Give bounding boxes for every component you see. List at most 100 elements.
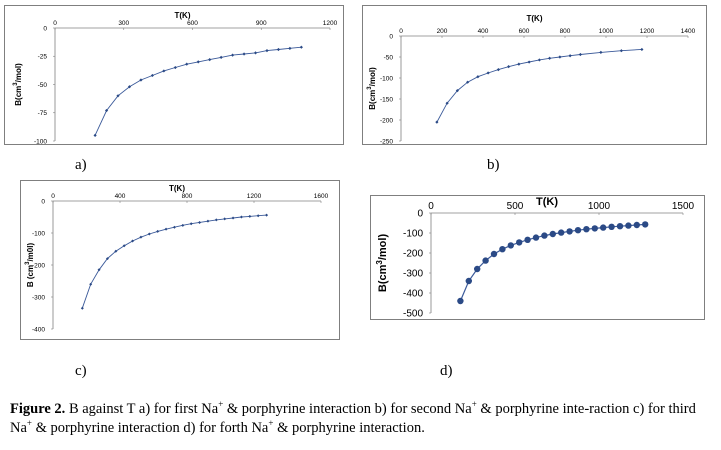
y-axis-title-main: B (cm <box>26 265 35 287</box>
x-tick-label: 1400 <box>681 28 696 35</box>
data-point <box>248 214 252 218</box>
y-tick-label: -75 <box>38 110 48 117</box>
panel-label-d: d) <box>440 363 453 379</box>
x-tick-label: 1200 <box>640 28 655 35</box>
data-point <box>486 71 490 75</box>
x-tick-label: 1200 <box>247 193 262 200</box>
data-point <box>89 282 93 286</box>
y-tick-label: -500 <box>403 309 423 320</box>
y-tick-label: -200 <box>32 262 45 269</box>
data-point <box>206 219 210 223</box>
x-tick-label: 1000 <box>588 201 611 212</box>
y-axis-title-sup: 3 <box>367 86 373 90</box>
y-axis-title: B (cm3/m0l) <box>25 243 35 288</box>
data-point <box>173 65 177 70</box>
data-point <box>219 55 223 59</box>
panel-label-c: c) <box>75 363 87 379</box>
data-point <box>549 230 556 238</box>
chart-panel-c: 0 400 800 1200 1600 0 -100 -200 -300 -400 T(K) B (c… <box>20 180 340 340</box>
data-point <box>242 52 246 56</box>
data-point <box>122 244 126 248</box>
y-axis-title: B(cm3/mol) <box>367 67 377 110</box>
data-point <box>507 65 511 69</box>
data-point <box>608 223 615 230</box>
data-point <box>196 60 200 64</box>
caption-part-4: & porphyrine interaction d) for forth Na <box>32 420 269 436</box>
x-tick-label: 0 <box>51 193 55 200</box>
x-axis-title: T(K) <box>527 14 543 23</box>
x-tick-label: 200 <box>437 28 448 35</box>
data-point <box>583 226 590 233</box>
x-tick-label: 600 <box>519 28 530 35</box>
x-tick-label: 500 <box>507 201 524 212</box>
y-tick-label: -300 <box>403 269 423 280</box>
y-tick-label: -150 <box>380 96 393 103</box>
data-point <box>496 68 500 72</box>
data-point <box>445 101 449 105</box>
data-point <box>633 221 640 229</box>
x-tick-label: 1000 <box>599 28 614 35</box>
y-tick-label: -200 <box>403 249 423 260</box>
x-tick-label: 900 <box>256 20 267 27</box>
data-point <box>208 58 212 62</box>
data-point <box>568 54 572 58</box>
charge-sup-2: + <box>471 399 477 410</box>
y-axis-title-main: B(cm <box>368 90 377 110</box>
data-point <box>185 62 189 66</box>
series-line <box>436 48 642 123</box>
data-point <box>164 227 168 231</box>
charge-sup-4: + <box>268 418 274 429</box>
x-tick-label: 400 <box>478 28 489 35</box>
data-point <box>147 232 151 236</box>
x-tick-label: 1600 <box>314 193 329 200</box>
data-point <box>131 239 135 243</box>
data-point <box>93 133 97 137</box>
x-tick-label: 0 <box>53 20 57 27</box>
y-axis-title-tail: /m0l) <box>26 243 35 262</box>
data-point <box>548 56 552 60</box>
x-tick-label: 400 <box>115 193 126 200</box>
y-axis-title-main: B(cm <box>14 86 23 106</box>
data-point <box>435 120 439 124</box>
data-point <box>558 229 565 236</box>
y-tick-label: -250 <box>380 138 393 145</box>
data-point <box>619 49 623 53</box>
data-point <box>532 234 540 241</box>
y-tick-label: -100 <box>380 75 393 82</box>
data-point <box>490 250 498 258</box>
panel-label-a: a) <box>75 157 87 173</box>
x-tick-label: 1200 <box>323 20 338 27</box>
x-axis-title: T(K) <box>169 184 185 193</box>
data-point <box>139 78 143 82</box>
data-point <box>256 214 260 218</box>
y-tick-label: -100 <box>403 229 423 240</box>
y-tick-label: -300 <box>32 294 45 301</box>
x-axis-title: T(K) <box>536 196 558 208</box>
figure-caption: Figure 2. B against T a) for first Na+ &… <box>10 400 710 438</box>
x-tick-label: 800 <box>560 28 571 35</box>
data-point <box>105 257 109 261</box>
data-point <box>558 55 562 59</box>
y-axis-title-main: B(cm <box>377 264 389 292</box>
data-point <box>276 47 281 52</box>
y-axis-title: B(cm3/mol) <box>375 234 389 293</box>
data-point <box>288 46 292 50</box>
chart-a-svg: 0 300 600 900 1200 0 -25 -50 -75 -100 T(K) B(cm3/mo… <box>13 11 338 145</box>
y-tick-label: -400 <box>403 289 423 300</box>
chart-panel-b: 0 200 400 600 800 1000 1200 1400 0 -50 -100 -150 -20… <box>362 5 707 145</box>
y-tick-label: -50 <box>384 54 394 61</box>
y-tick-label: -200 <box>380 117 393 124</box>
data-point <box>231 216 235 220</box>
y-axis-title-tail: /mol) <box>377 234 389 261</box>
chart-c-svg: 0 400 800 1200 1600 0 -100 -200 -300 -400 T(K) B (c… <box>25 184 329 333</box>
data-point <box>239 215 243 219</box>
y-axis-title-sup: 3 <box>25 261 31 265</box>
caption-part-2: & porphyrine interaction b) for second N… <box>223 401 472 417</box>
y-tick-label: 0 <box>41 198 45 205</box>
x-tick-label: 1500 <box>672 201 695 212</box>
data-point <box>591 225 598 232</box>
y-tick-label: -50 <box>38 82 48 89</box>
data-point <box>616 223 624 230</box>
data-point <box>114 249 118 253</box>
x-tick-label: 800 <box>182 193 193 200</box>
